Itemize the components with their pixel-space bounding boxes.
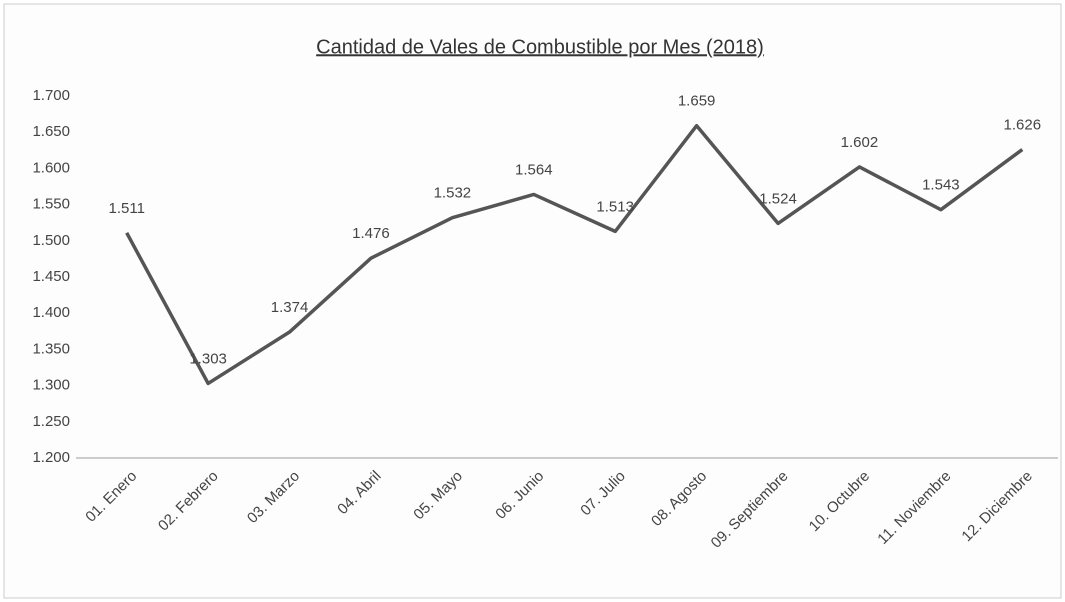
data-label: 1.564 — [515, 161, 553, 178]
data-label: 1.602 — [841, 134, 879, 151]
data-label: 1.374 — [271, 299, 309, 316]
data-label: 1.511 — [108, 200, 144, 217]
y-tick-label: 1.450 — [32, 268, 70, 285]
chart-title: Cantidad de Vales de Combustible por Mes… — [316, 36, 764, 58]
line-series — [125, 123, 1024, 386]
y-tick-label: 1.500 — [32, 232, 70, 249]
y-tick-label: 1.300 — [32, 377, 70, 394]
data-label: 1.303 — [189, 350, 227, 367]
data-label: 1.543 — [922, 177, 960, 194]
data-label: 1.626 — [1004, 117, 1042, 134]
data-label: 1.532 — [434, 185, 472, 202]
y-tick-label: 1.200 — [32, 449, 70, 466]
data-label: 1.513 — [596, 198, 634, 215]
y-tick-label: 1.550 — [32, 196, 70, 213]
y-tick-label: 1.350 — [32, 340, 70, 357]
y-tick-label: 1.400 — [32, 304, 70, 321]
data-label: 1.524 — [759, 190, 797, 207]
data-label: 1.476 — [352, 225, 390, 242]
chart-border — [3, 3, 1062, 599]
y-tick-label: 1.700 — [32, 87, 70, 104]
y-tick-label: 1.600 — [32, 159, 70, 176]
y-tick-label: 1.650 — [32, 123, 70, 140]
y-tick-label: 1.250 — [32, 413, 70, 430]
data-label: 1.659 — [678, 93, 716, 110]
